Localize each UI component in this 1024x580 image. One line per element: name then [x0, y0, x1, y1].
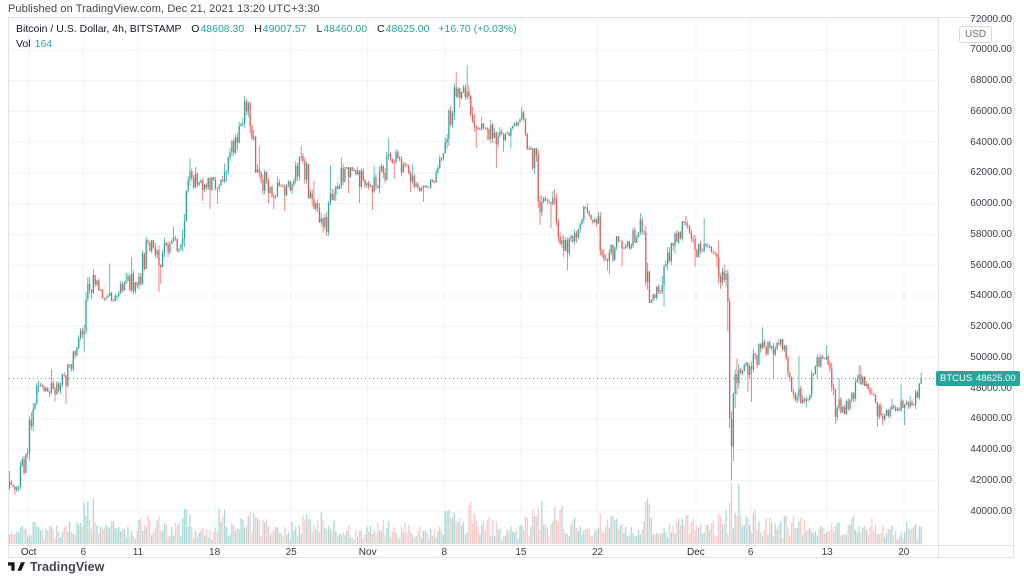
change-value: +16.70 (+0.03%)	[438, 23, 517, 35]
ohlc-value: 49007.57	[262, 23, 307, 35]
ohlc-label: L	[316, 23, 323, 35]
time-axis-label: 6	[747, 547, 754, 558]
legend: Bitcoin / U.S. Dollar, 4h, BITSTAMP O486…	[16, 22, 517, 52]
price-axis-label: 66000.00	[970, 105, 1012, 117]
footer: TradingView	[8, 560, 105, 574]
ohlc-high: H49007.57	[254, 23, 306, 35]
candlestick-chart[interactable]	[9, 18, 938, 545]
published-line: Published on TradingView.com, Dec 21, 20…	[8, 3, 320, 15]
price-axis-label: 70000.00	[970, 44, 1012, 56]
vol-label: Vol	[16, 38, 31, 50]
ohlc-low: L48460.00	[316, 23, 367, 35]
ohlc-value: 48608.30	[200, 23, 245, 35]
price-axis-label: 58000.00	[970, 228, 1012, 240]
time-axis-label: 11	[132, 547, 144, 558]
time-axis-label: 15	[515, 547, 527, 558]
price-axis-label: 54000.00	[970, 290, 1012, 302]
vol-value: 164	[34, 38, 53, 50]
ohlc-open: O48608.30	[191, 23, 244, 35]
price-axis-label: 60000.00	[970, 198, 1012, 209]
ohlc-value: 48460.00	[323, 23, 368, 35]
legend-line-1: Bitcoin / U.S. Dollar, 4h, BITSTAMP O486…	[16, 22, 517, 37]
time-axis-label: Nov	[358, 547, 377, 558]
price-axis-label: 50000.00	[970, 351, 1012, 363]
price-axis-label: 62000.00	[970, 167, 1012, 179]
price-axis-label: 68000.00	[970, 75, 1012, 86]
time-axis-label: 13	[821, 547, 833, 558]
time-axis-label: Dec	[686, 547, 705, 558]
axis-separator-vertical	[938, 18, 939, 559]
chart-frame: Bitcoin / U.S. Dollar, 4h, BITSTAMP O486…	[8, 14, 1020, 559]
legend-line-2: Vol 164	[16, 37, 517, 52]
tradingview-logo-icon	[8, 562, 25, 571]
time-axis-label: 8	[441, 547, 448, 558]
time-axis-label: 20	[898, 547, 910, 558]
last-price-symbol-badge: BTCUSD	[936, 371, 984, 386]
price-axis-label: 40000.00	[970, 505, 1012, 517]
time-axis-label: 18	[209, 547, 221, 558]
ohlc-value: 48625.00	[385, 23, 430, 35]
ohlc-close: C48625.00	[377, 23, 429, 35]
price-axis-label: 48000.00	[970, 382, 1012, 394]
price-axis-label: 44000.00	[970, 444, 1012, 455]
price-axis-label: 72000.00	[970, 13, 1012, 25]
time-axis-label: 22	[591, 547, 604, 558]
time-axis-label: 25	[285, 547, 297, 558]
ohlc-label: H	[254, 23, 262, 35]
axis-separator-horizontal	[9, 545, 1015, 546]
price-axis-label: 56000.00	[970, 259, 1012, 271]
price-axis-label: 52000.00	[970, 321, 1012, 332]
price-axis-label: 46000.00	[970, 413, 1012, 425]
last-price-value-badge: 48625.00	[972, 371, 1020, 386]
time-axis-label: Oct	[20, 547, 37, 558]
ohlc-label: C	[377, 23, 385, 35]
price-axis-label: 64000.00	[970, 136, 1012, 148]
price-axis-label: 42000.00	[970, 474, 1012, 486]
price-axis[interactable]: USD 72000.00 70000.00 68000.00 66000.00 6400…	[939, 14, 1015, 545]
symbol-title: Bitcoin / U.S. Dollar, 4h, BITSTAMP	[16, 23, 182, 35]
ohlc-label: O	[191, 23, 200, 35]
tradingview-logo[interactable]: TradingView	[8, 560, 105, 574]
tradingview-logo-text: TradingView	[30, 560, 105, 574]
time-axis[interactable]: Oct 6 11 18 25 Nov 8 15 22 Dec 6 13 20	[9, 546, 938, 559]
currency-badge[interactable]: USD	[959, 26, 993, 43]
time-axis-label: 6	[80, 547, 87, 558]
